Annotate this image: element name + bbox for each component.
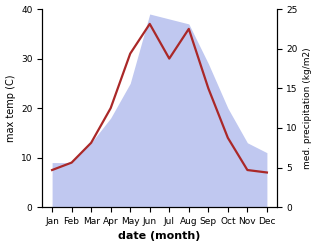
- X-axis label: date (month): date (month): [118, 231, 201, 242]
- Y-axis label: max temp (C): max temp (C): [5, 74, 16, 142]
- Y-axis label: med. precipitation (kg/m2): med. precipitation (kg/m2): [303, 47, 313, 169]
